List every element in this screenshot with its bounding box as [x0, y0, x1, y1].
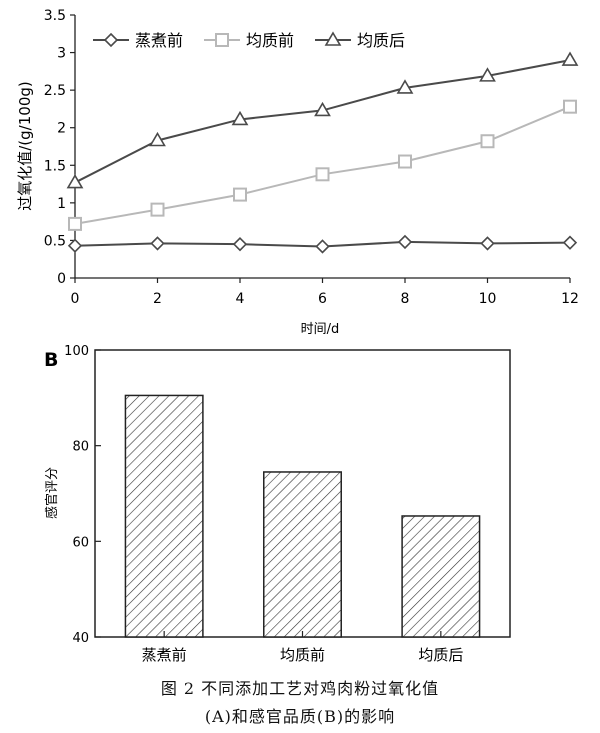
- series-line-2: [74, 105, 571, 225]
- y-axis-title: 感官评分: [44, 467, 60, 519]
- data-point: [66, 173, 84, 189]
- legend: 蒸煮前 均质前 均质后: [93, 31, 405, 50]
- data-point: [480, 134, 495, 149]
- y-tick-label: 60: [72, 535, 89, 550]
- data-point: [480, 236, 495, 251]
- figure-caption-line-2: (A)和感官品质(B)的影响: [204, 707, 396, 726]
- data-point: [396, 79, 414, 94]
- y-tick-label: 2: [57, 121, 66, 137]
- bar-chart-panel: B 40 60 80 100 蒸煮前 均质前 均质后 感官评分: [44, 344, 511, 664]
- x-tick-label: 均质前: [280, 646, 325, 664]
- legend-marker: [215, 33, 229, 47]
- y-axis-title: 过氧化值/(g/100g): [16, 81, 34, 211]
- x-tick-label: 10: [479, 291, 497, 307]
- data-point: [563, 99, 577, 114]
- x-tick-label: 2: [153, 291, 162, 307]
- x-tick-label: 0: [71, 291, 80, 307]
- x-tick-label: 12: [561, 291, 579, 307]
- data-point: [562, 235, 578, 250]
- data-point: [232, 237, 248, 252]
- data-point: [561, 51, 579, 66]
- x-axis-title: 时间/d: [301, 322, 340, 337]
- series-line-3: [74, 59, 571, 184]
- x-tick-label: 4: [236, 291, 245, 307]
- y-tick-label: 80: [72, 440, 89, 455]
- data-point: [150, 202, 165, 217]
- x-tick-label: 8: [401, 291, 410, 307]
- y-tick-label: 40: [72, 631, 89, 646]
- data-point: [150, 236, 165, 251]
- y-tick-label: 1.5: [44, 158, 66, 174]
- y-tick-label: 3.5: [44, 8, 66, 24]
- legend-label: 蒸煮前: [135, 31, 183, 50]
- bar: [124, 394, 204, 638]
- data-point: [479, 67, 496, 82]
- bar: [263, 471, 342, 638]
- data-point: [67, 238, 83, 253]
- x-tick-label: 6: [318, 291, 327, 307]
- data-point: [233, 187, 247, 202]
- data-point: [68, 216, 82, 231]
- y-tick-label: 2.5: [44, 83, 66, 99]
- figure-caption-line-1: 图 2 不同添加工艺对鸡肉粉过氧化值: [160, 679, 440, 698]
- data-point: [398, 154, 412, 169]
- x-tick-label: 均质后: [418, 646, 463, 664]
- data-point: [315, 239, 330, 254]
- panel-label: B: [44, 349, 58, 371]
- x-tick-label: 蒸煮前: [142, 646, 187, 664]
- data-point: [397, 234, 413, 250]
- y-tick-label: 1: [57, 196, 66, 212]
- y-tick-label: 3: [57, 46, 66, 62]
- legend-label: 均质前: [246, 31, 294, 50]
- legend-marker: [103, 32, 119, 48]
- line-chart-panel: 0 0.5 1 1.5 2 2.5 3 3.5 0 2 4 6 8 10 12 蒸煮前 均质前 均质后 过氧化…: [16, 8, 579, 337]
- legend-marker: [324, 31, 342, 46]
- bar: [401, 515, 481, 638]
- data-point: [315, 167, 330, 182]
- y-tick-label: 0.5: [44, 233, 66, 249]
- y-tick-label: 0: [57, 271, 66, 287]
- data-point: [231, 110, 249, 126]
- legend-label: 均质后: [357, 31, 405, 50]
- y-tick-label: 100: [64, 344, 89, 359]
- data-point: [149, 131, 166, 147]
- data-point: [314, 101, 331, 117]
